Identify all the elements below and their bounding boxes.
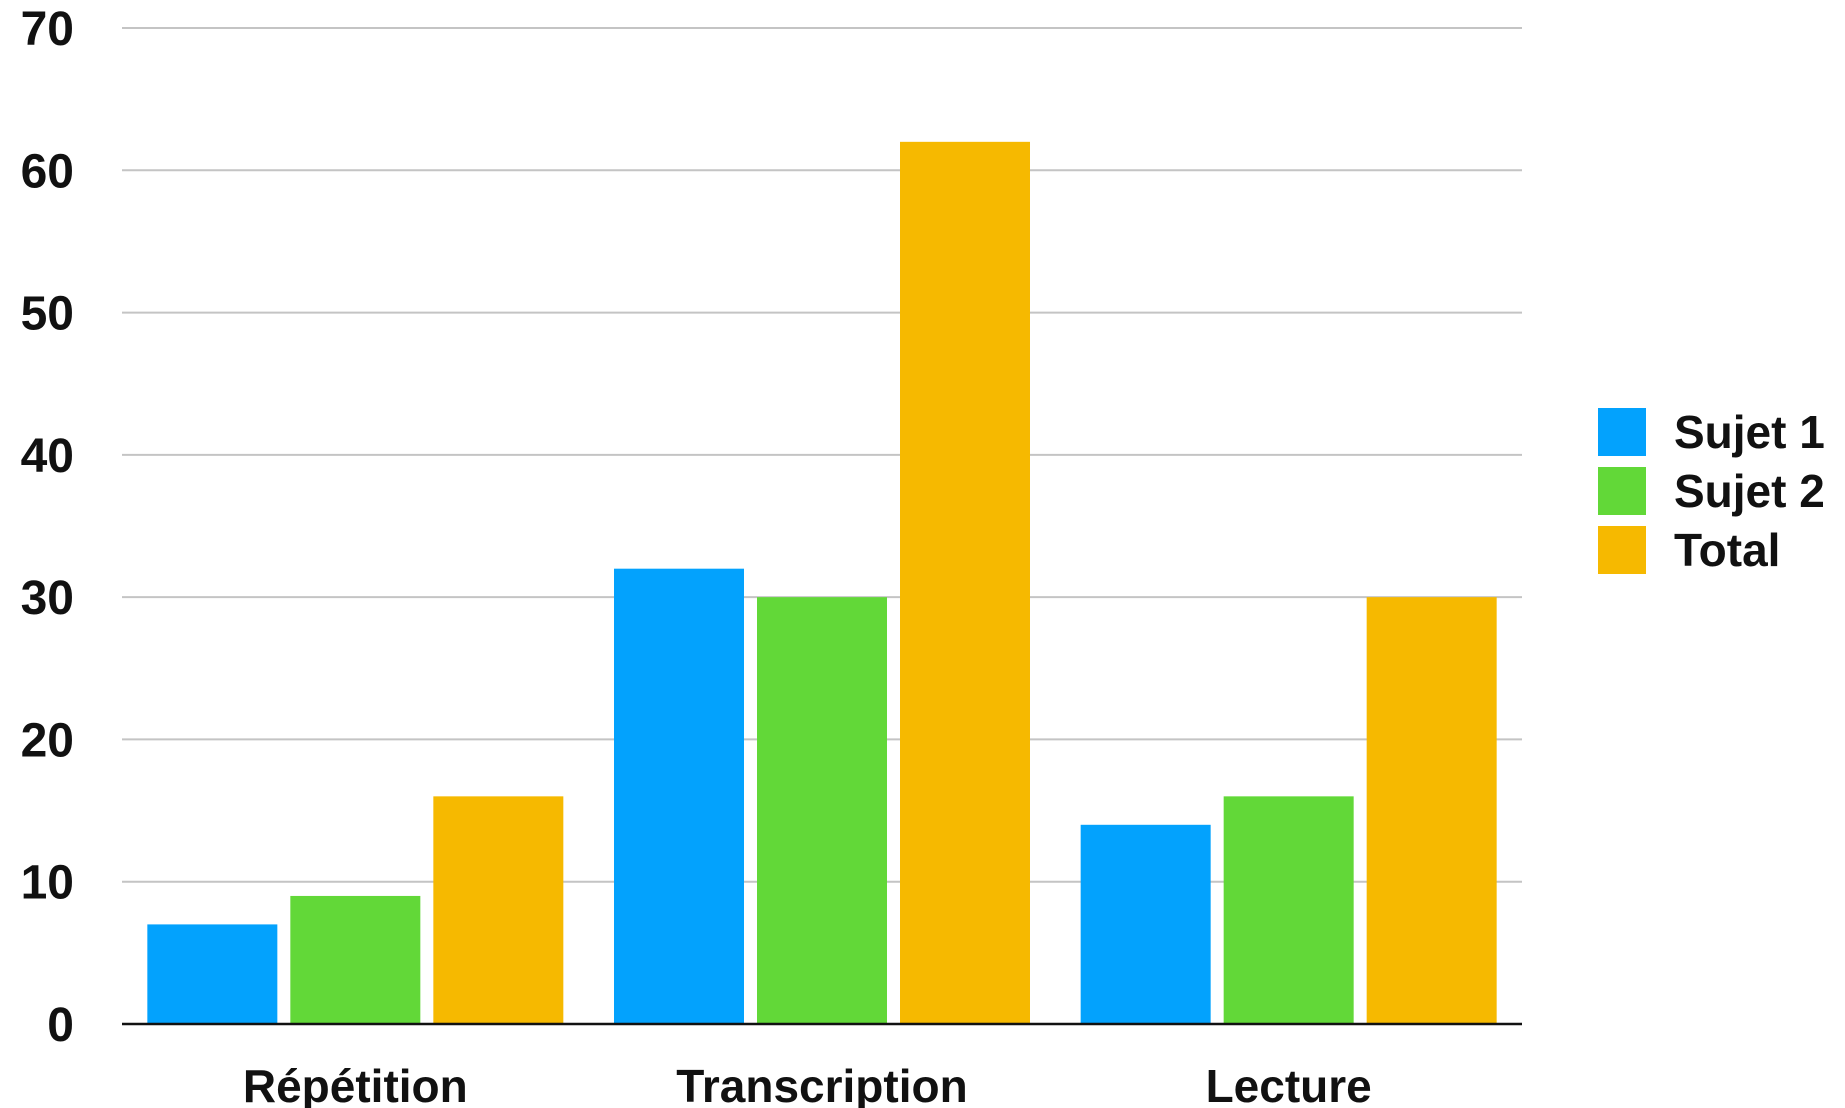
bar-lecture-sujet-1 — [1080, 824, 1211, 1024]
legend-swatch-2 — [1598, 526, 1646, 574]
y-tick-label-70: 70 — [21, 3, 74, 56]
x-category-label-0: Répétition — [243, 1060, 468, 1108]
y-tick-label-60: 60 — [21, 145, 74, 198]
bar-répétition-sujet-1 — [147, 924, 278, 1024]
y-axis-ticks: 0 10 20 30 40 50 60 70 — [21, 3, 74, 1052]
bars — [147, 141, 1497, 1025]
x-category-label-2: Lecture — [1206, 1060, 1372, 1108]
legend-label-2: Total — [1674, 524, 1780, 576]
x-axis-categories: Répétition Transcription Lecture — [243, 1060, 1372, 1108]
legend-label-1: Sujet 2 — [1674, 465, 1825, 517]
y-tick-label-30: 30 — [21, 572, 74, 625]
legend-swatch-1 — [1598, 467, 1646, 515]
bar-répétition-total — [433, 796, 564, 1024]
legend-swatch-0 — [1598, 408, 1646, 456]
bar-lecture-total — [1366, 597, 1497, 1024]
y-tick-label-40: 40 — [21, 430, 74, 483]
y-tick-label-20: 20 — [21, 714, 74, 767]
x-category-label-1: Transcription — [676, 1060, 967, 1108]
y-tick-label-50: 50 — [21, 288, 74, 341]
bar-transcription-sujet-2 — [757, 597, 887, 1024]
bar-répétition-sujet-2 — [290, 895, 421, 1024]
y-tick-label-0: 0 — [47, 999, 74, 1052]
bar-transcription-total — [900, 141, 1030, 1025]
bar-lecture-sujet-2 — [1223, 796, 1354, 1024]
y-tick-label-10: 10 — [21, 857, 74, 910]
legend: Sujet 1 Sujet 2 Total — [1598, 406, 1825, 576]
legend-label-0: Sujet 1 — [1674, 406, 1825, 458]
bar-transcription-sujet-1 — [614, 568, 744, 1024]
